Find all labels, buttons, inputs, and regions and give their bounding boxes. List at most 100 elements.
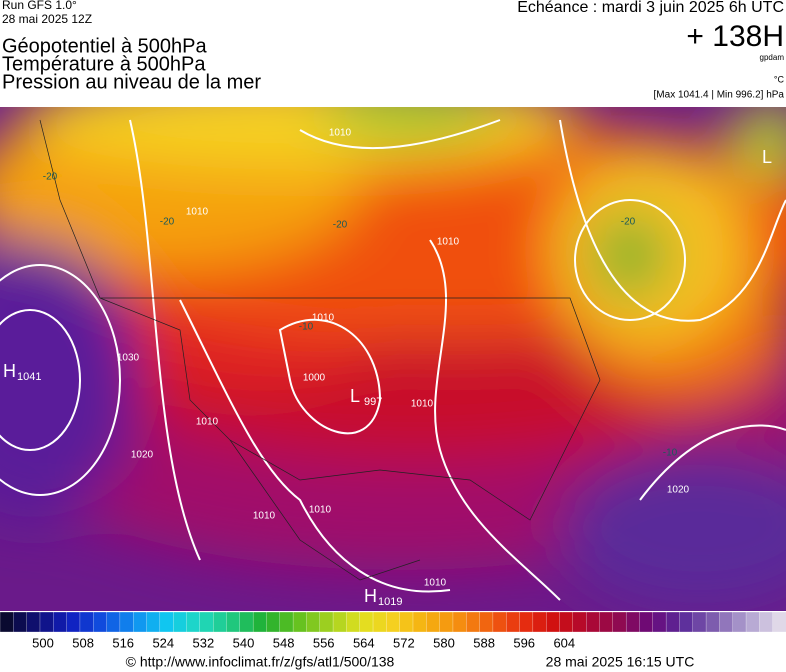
color-swatch <box>412 611 427 633</box>
color-swatch <box>266 611 281 633</box>
colorbar-label: 500 <box>32 635 54 650</box>
lead-time: + 138H <box>686 20 784 53</box>
contour-label: 1020 <box>131 450 154 461</box>
colorbar-label: 596 <box>513 635 535 650</box>
unit-geo: gpdam <box>760 53 785 62</box>
title: Pression au niveau de la mer <box>2 71 261 93</box>
contour-label: -20 <box>43 172 58 183</box>
color-swatch <box>199 611 214 633</box>
color-swatch <box>705 611 721 633</box>
contour-label: -20 <box>160 217 175 228</box>
color-swatch <box>572 611 587 633</box>
contour-label: -20 <box>621 217 636 228</box>
colorbar-label: 508 <box>72 635 94 650</box>
isobars <box>0 119 786 601</box>
color-swatch <box>239 611 254 633</box>
color-swatch <box>506 611 521 633</box>
color-swatch <box>732 611 747 633</box>
contour-label: 1010 <box>196 417 219 428</box>
color-swatch <box>26 611 41 633</box>
footer-date: 28 mai 2025 16:15 UTC <box>546 654 695 670</box>
colorbar-label: 580 <box>433 635 455 650</box>
color-swatch <box>359 611 374 633</box>
color-swatch <box>146 611 161 633</box>
map <box>0 107 786 611</box>
color-swatch <box>186 611 201 633</box>
color-swatch <box>346 611 361 633</box>
contour-label: 1010 <box>424 578 447 589</box>
color-swatch <box>652 611 667 633</box>
color-swatch <box>372 611 387 633</box>
color-swatch <box>252 611 268 633</box>
colorbar-label: 532 <box>193 635 215 650</box>
color-swatch <box>106 611 121 633</box>
color-swatch <box>306 611 321 633</box>
center-letter: L <box>350 386 360 406</box>
run-label: Run GFS 1.0° <box>2 0 77 12</box>
color-swatch <box>745 611 761 633</box>
color-swatch <box>452 611 467 633</box>
contour-label: 1020 <box>667 485 690 496</box>
colorbar-label: 516 <box>112 635 134 650</box>
color-swatch <box>679 611 694 633</box>
color-swatch <box>159 611 174 633</box>
color-swatch <box>759 611 774 633</box>
color-swatch <box>719 611 734 633</box>
color-swatch <box>479 611 494 633</box>
color-swatch <box>532 611 547 633</box>
color-swatch <box>53 611 68 633</box>
color-swatch <box>625 611 641 633</box>
color-swatch <box>426 611 441 633</box>
color-swatch <box>612 611 627 633</box>
contour-label: -10 <box>299 322 314 333</box>
color-swatch <box>13 611 28 633</box>
color-swatch <box>279 611 294 633</box>
color-swatch <box>586 611 601 633</box>
color-swatch <box>79 611 94 633</box>
color-swatch <box>66 611 81 633</box>
contour-label: 1010 <box>253 511 276 522</box>
contour-label: 1010 <box>309 505 332 516</box>
colorbar-label: 572 <box>393 635 415 650</box>
color-swatch <box>599 611 614 633</box>
contour-label: 1010 <box>186 207 209 218</box>
center-value: 1019 <box>378 596 402 608</box>
title: Température à 500hPa <box>2 53 206 75</box>
colorbar-label: 588 <box>473 635 495 650</box>
color-swatch <box>559 611 574 633</box>
color-swatch <box>292 611 308 633</box>
contour-label: 1010 <box>329 128 352 139</box>
color-swatch <box>173 611 188 633</box>
colorbar-label: 564 <box>353 635 375 650</box>
contour-label: 1010 <box>312 313 335 324</box>
contour-label: 1000 <box>303 373 326 384</box>
color-swatch <box>332 611 348 633</box>
run-date: 28 mai 2025 12Z <box>2 12 92 26</box>
color-swatch <box>386 611 401 633</box>
color-swatch <box>772 611 786 633</box>
colorbar-label: 604 <box>553 635 575 650</box>
colorbar-label: 548 <box>273 635 295 650</box>
color-swatch <box>639 611 654 633</box>
color-swatch <box>39 611 54 633</box>
color-swatch <box>213 611 228 633</box>
center-letter: H <box>364 586 377 606</box>
color-swatch <box>466 611 481 633</box>
borders <box>39 119 601 581</box>
color-swatch <box>519 611 534 633</box>
pressure-range: [Max 1041.4 | Min 996.2] hPa <box>654 90 785 101</box>
contour-label: -10 <box>663 448 678 459</box>
colorbar-label: 524 <box>152 635 174 650</box>
color-swatch <box>0 611 14 633</box>
color-swatch <box>319 611 334 633</box>
color-swatch <box>93 611 108 633</box>
color-swatch <box>439 611 454 633</box>
center-value: 997 <box>364 396 382 408</box>
color-swatch <box>546 611 561 633</box>
color-swatch <box>492 611 507 633</box>
color-swatch <box>133 611 148 633</box>
colorbar-label: 556 <box>313 635 335 650</box>
footer-url: © http://www.infoclimat.fr/z/gfs/atl1/50… <box>126 654 395 670</box>
center-letter: L <box>762 147 772 167</box>
contour-label: -20 <box>333 220 348 231</box>
